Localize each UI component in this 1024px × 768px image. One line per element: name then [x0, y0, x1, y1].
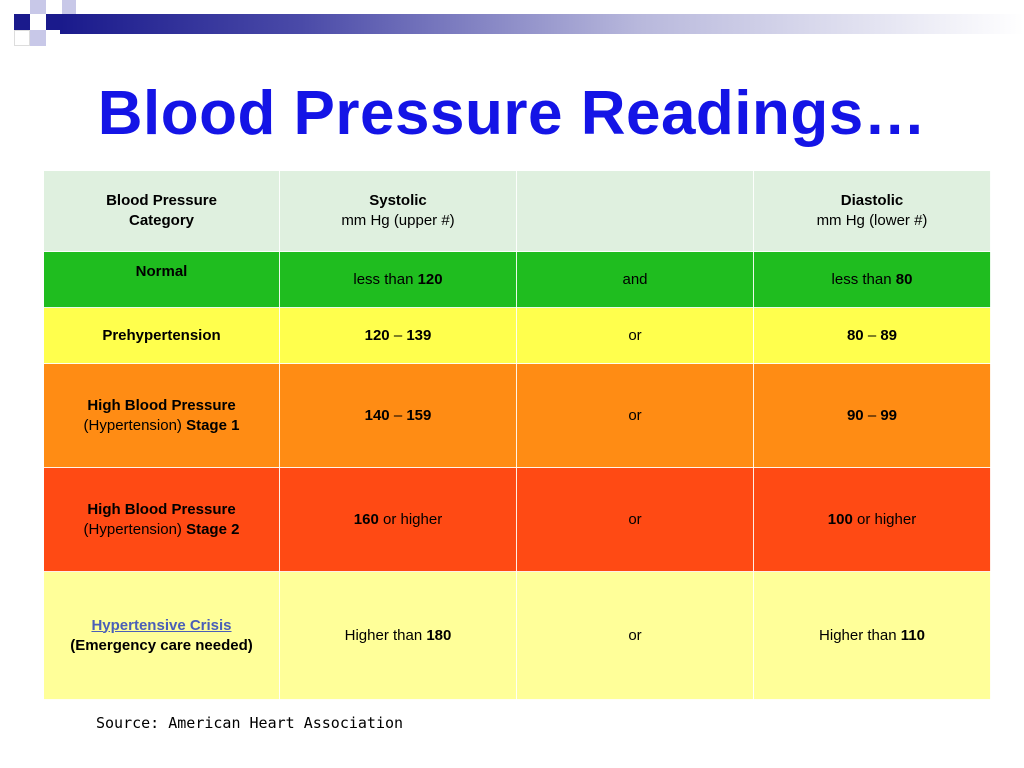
- conjunction-prehypertension: or: [516, 307, 754, 364]
- diastolic-normal: less than 80: [753, 251, 991, 308]
- category-crisis: Hypertensive Crisis (Emergency care need…: [43, 571, 280, 700]
- category-prehypertension: Prehypertension: [43, 307, 280, 364]
- source-citation: Source: American Heart Association: [96, 714, 404, 732]
- category-normal: Normal: [43, 251, 280, 308]
- blood-pressure-table: Blood Pressure Category Systolic mm Hg (…: [43, 170, 991, 700]
- table-row-prehypertension: Prehypertension 120 – 139 or 80 – 89: [43, 307, 991, 364]
- systolic-stage-1: 140 – 159: [279, 363, 517, 468]
- table-row-stage-2: High Blood Pressure (Hypertension) Stage…: [43, 467, 991, 572]
- conjunction-stage-1: or: [516, 363, 754, 468]
- diastolic-prehypertension: 80 – 89: [753, 307, 991, 364]
- hypertensive-crisis-link[interactable]: Hypertensive Crisis: [91, 616, 232, 634]
- table-row-normal: Normal less than 120 and less than 80: [43, 251, 991, 308]
- slide-title: Blood Pressure Readings…: [97, 79, 927, 148]
- systolic-normal: less than 120: [279, 251, 517, 308]
- diastolic-stage-2: 100 or higher: [753, 467, 991, 572]
- header-gradient-bar: [60, 14, 1024, 34]
- conjunction-normal: and: [516, 251, 754, 308]
- systolic-prehypertension: 120 – 139: [279, 307, 517, 364]
- diastolic-stage-1: 90 – 99: [753, 363, 991, 468]
- header-category: Blood Pressure Category: [43, 170, 280, 252]
- conjunction-crisis: or: [516, 571, 754, 700]
- header-systolic: Systolic mm Hg (upper #): [279, 170, 517, 252]
- diastolic-crisis: Higher than 110: [753, 571, 991, 700]
- conjunction-stage-2: or: [516, 467, 754, 572]
- systolic-crisis: Higher than 180: [279, 571, 517, 700]
- table-header-row: Blood Pressure Category Systolic mm Hg (…: [43, 170, 991, 252]
- table-row-crisis: Hypertensive Crisis (Emergency care need…: [43, 571, 991, 700]
- category-stage-1: High Blood Pressure (Hypertension) Stage…: [43, 363, 280, 468]
- table-row-stage-1: High Blood Pressure (Hypertension) Stage…: [43, 363, 991, 468]
- header-empty: [516, 170, 754, 252]
- header-diastolic: Diastolic mm Hg (lower #): [753, 170, 991, 252]
- systolic-stage-2: 160 or higher: [279, 467, 517, 572]
- category-stage-2: High Blood Pressure (Hypertension) Stage…: [43, 467, 280, 572]
